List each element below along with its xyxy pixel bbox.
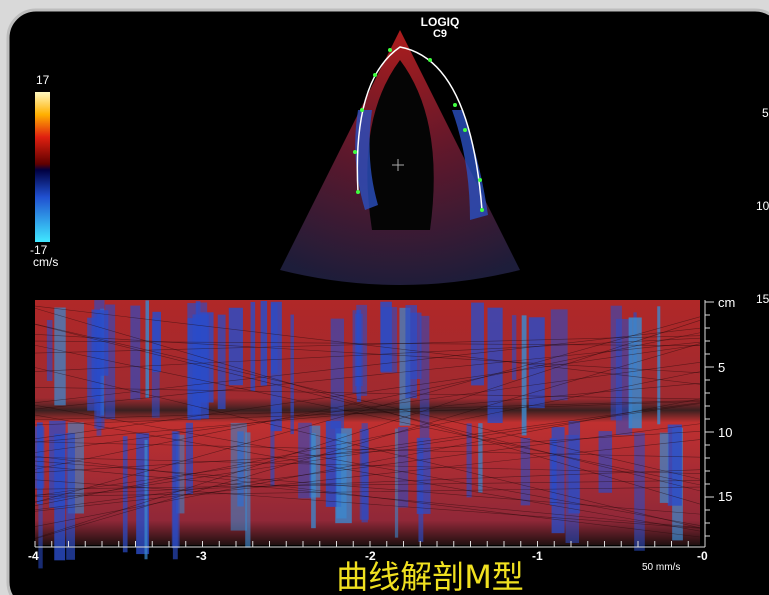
curve-point [373,73,377,77]
flow-band [54,434,65,560]
flow-band [130,306,140,400]
brand: LOGIQ [421,15,460,29]
curve-point [353,150,357,154]
flow-band [405,305,417,398]
flow-band [123,436,128,552]
flow-band [54,308,65,406]
time-label: -4 [28,549,39,563]
ultrasound-screen: LOGIQ C9 17 -17 cm/s 5 10 15 cm 5 10 15 … [0,0,769,595]
curve-point [360,108,364,112]
flow-band [251,302,256,391]
flow-band [668,425,682,506]
flow-band [634,433,645,551]
flow-band [270,422,274,487]
curve-point [478,178,482,182]
sector-depth-label: 10 [756,199,769,213]
depth-label: 10 [718,425,732,440]
flow-band [271,303,278,373]
time-label: -3 [196,549,207,563]
scale-unit: cm/s [33,255,58,269]
curve-point [428,58,432,62]
depth-unit: cm [718,295,735,310]
color-bar [35,92,50,242]
flow-band [550,438,557,505]
sweep-speed: 50 mm/s [642,562,680,573]
flow-band [522,315,527,435]
time-label: -1 [532,549,543,563]
flow-band [398,427,408,508]
flow-band [599,431,612,493]
curve-point [463,128,467,132]
flow-band [37,422,43,504]
flow-band [355,314,363,386]
flow-band [261,301,267,386]
flow-band [197,302,207,407]
time-label: -0 [697,549,708,563]
scale-max: 17 [36,73,50,87]
flow-band [97,310,108,375]
flow-band [360,429,369,520]
flow-band [488,308,503,423]
curve-point [480,208,484,212]
curve-point [388,48,392,52]
curve-point [453,103,457,107]
sector-depth-label: 5 [762,106,769,120]
depth-label: 5 [718,360,725,375]
depth-label: 15 [718,489,732,504]
flow-band [145,300,149,398]
caption: 曲线解剖M型 [336,558,524,595]
curve-point [356,190,360,194]
probe: C9 [433,28,447,40]
sector-depth-label: 15 [756,292,769,306]
flow-band [336,433,346,518]
page: LOGIQ C9 17 -17 cm/s 5 10 15 cm 5 10 15 … [0,0,769,595]
